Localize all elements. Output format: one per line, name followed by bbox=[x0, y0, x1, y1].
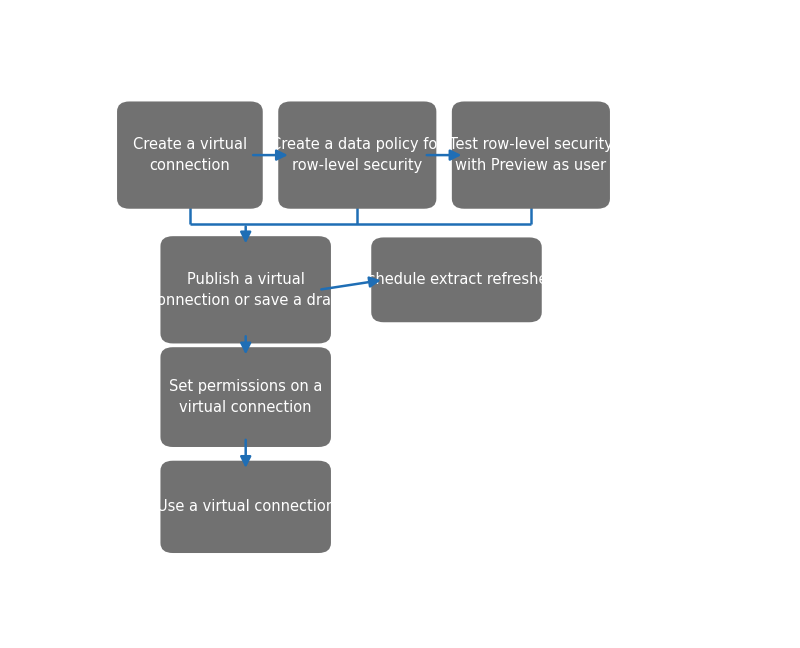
FancyBboxPatch shape bbox=[161, 461, 331, 553]
Text: Publish a virtual
connection or save a draft: Publish a virtual connection or save a d… bbox=[150, 272, 342, 308]
FancyBboxPatch shape bbox=[278, 102, 436, 209]
Text: Schedule extract refreshes: Schedule extract refreshes bbox=[358, 272, 555, 287]
FancyBboxPatch shape bbox=[452, 102, 610, 209]
Text: Use a virtual connection: Use a virtual connection bbox=[157, 500, 334, 515]
Text: Test row-level security
with Preview as user: Test row-level security with Preview as … bbox=[449, 137, 613, 173]
FancyBboxPatch shape bbox=[161, 347, 331, 447]
Text: Create a data policy for
row-level security: Create a data policy for row-level secur… bbox=[271, 137, 443, 173]
FancyBboxPatch shape bbox=[371, 237, 542, 322]
FancyBboxPatch shape bbox=[161, 236, 331, 343]
Text: Set permissions on a
virtual connection: Set permissions on a virtual connection bbox=[169, 379, 322, 415]
FancyBboxPatch shape bbox=[117, 102, 262, 209]
Text: Create a virtual
connection: Create a virtual connection bbox=[133, 137, 247, 173]
